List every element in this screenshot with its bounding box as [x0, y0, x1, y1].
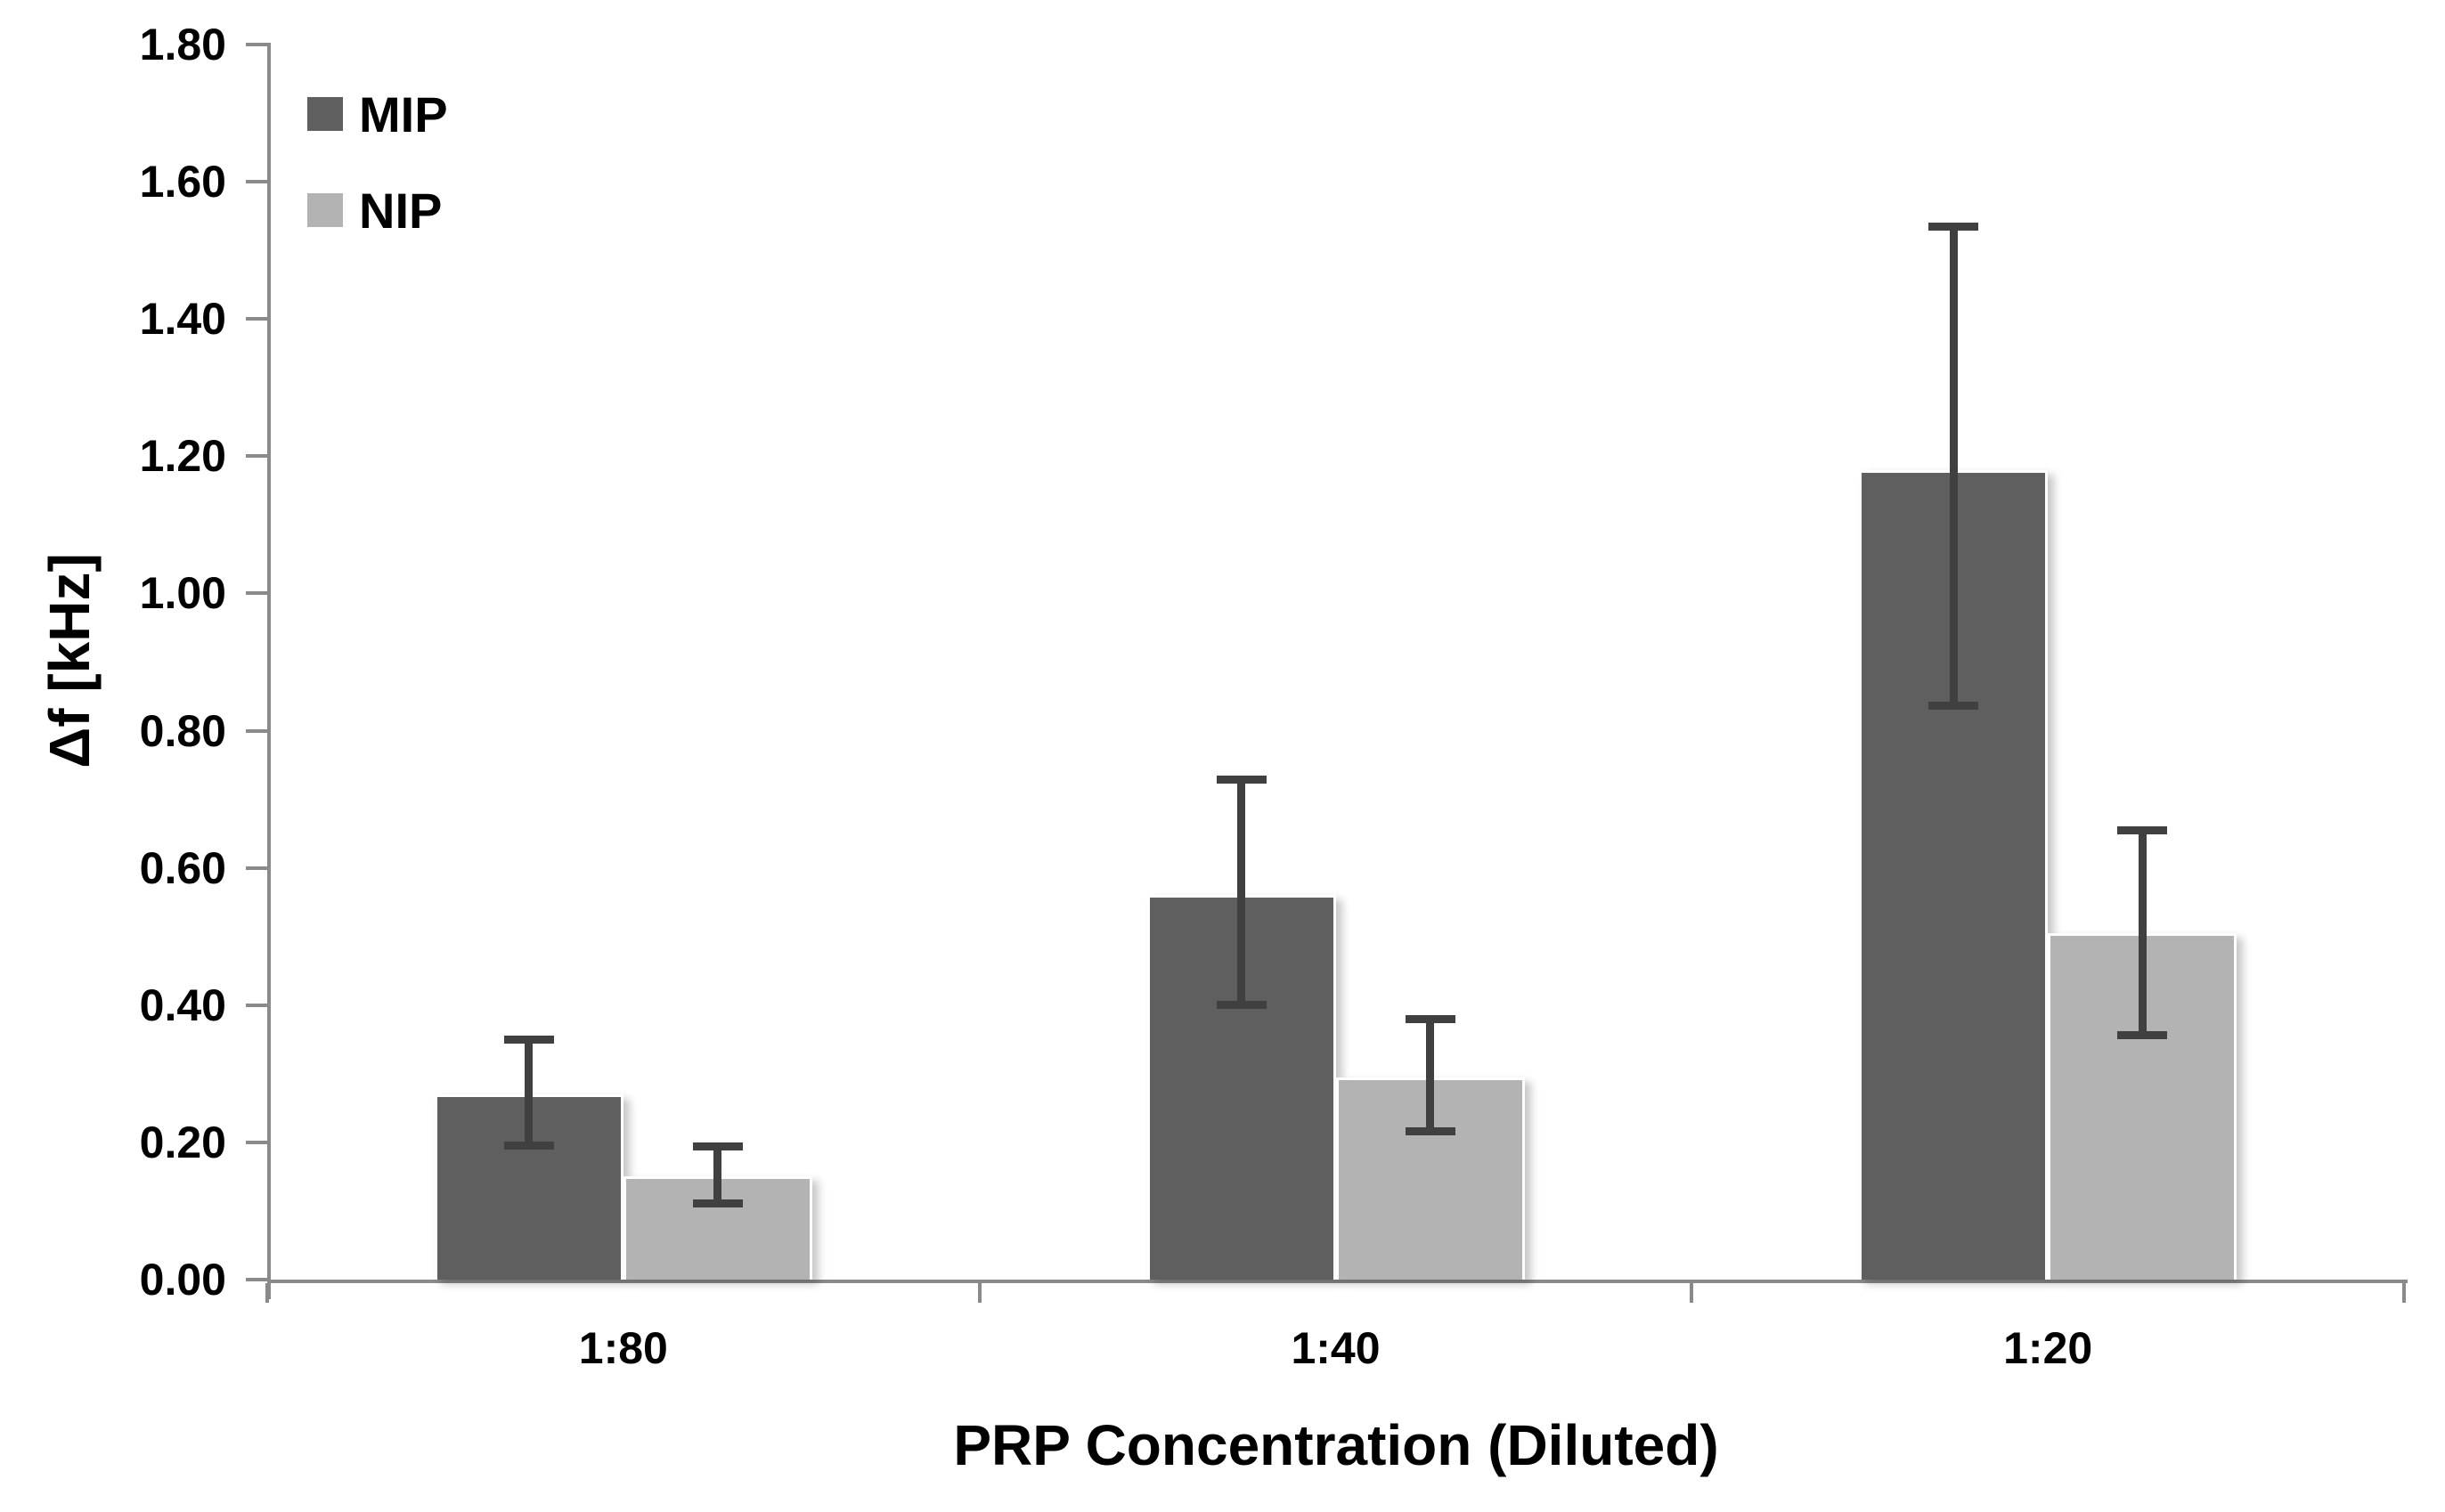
y-tick [246, 43, 267, 46]
mip-legend-swatch [307, 97, 343, 131]
error-bar-cap-bottom [2117, 1031, 2168, 1040]
error-bar-cap-top [503, 1036, 554, 1045]
error-bar-cap-bottom [1405, 1127, 1455, 1136]
legend: MIP NIP [307, 85, 448, 239]
x-category-label: 1:20 [2003, 1323, 2093, 1373]
x-tick [2402, 1283, 2406, 1303]
y-tick-label: 0.20 [139, 1117, 226, 1167]
error-bar-line [2138, 826, 2147, 1040]
error-bar-cap-top [1216, 775, 1267, 784]
legend-item-mip: MIP [307, 85, 448, 142]
error-bar-cap-bottom [503, 1141, 554, 1150]
y-tick [246, 454, 267, 459]
x-axis-title: PRP Concentration (Diluted) [953, 1413, 1719, 1477]
y-tick-label: 1.20 [139, 431, 226, 482]
x-category-label: 1:80 [578, 1323, 668, 1373]
error-bar-cap-top [692, 1142, 743, 1150]
y-tick-label: 0.80 [139, 705, 226, 756]
error-bar-mip [1928, 223, 1979, 711]
error-bar-cap-bottom [1216, 1000, 1267, 1009]
error-bar-cap-top [1928, 223, 1979, 232]
error-bar-mip [1216, 775, 1267, 1009]
error-bar-line [1237, 775, 1245, 1009]
y-tick-label: 1.60 [139, 157, 226, 207]
y-axis-line [267, 43, 271, 1299]
x-tick [265, 1283, 269, 1303]
y-tick [246, 180, 267, 184]
error-bar-line [1949, 223, 1958, 711]
error-bar-cap-top [1405, 1015, 1455, 1024]
nip-legend-label: NIP [359, 182, 443, 239]
error-bar-nip [1405, 1015, 1455, 1136]
x-axis-line [267, 1280, 2408, 1283]
y-tick [246, 317, 267, 321]
y-tick-label: 0.40 [139, 980, 226, 1030]
y-tick [246, 1003, 267, 1007]
y-tick-label: 1.40 [139, 294, 226, 345]
y-tick-label: 0.60 [139, 842, 226, 893]
error-bar-nip [692, 1142, 743, 1208]
error-bar-nip [2117, 826, 2168, 1040]
error-bar-cap-top [2117, 826, 2168, 835]
y-tick-label: 0.00 [139, 1255, 226, 1305]
x-tick [1690, 1283, 1694, 1303]
error-bar-cap-bottom [1928, 702, 1979, 711]
nip-legend-swatch [307, 193, 343, 227]
y-tick [246, 1140, 267, 1144]
mip-legend-label: MIP [359, 85, 448, 142]
error-bar-line [525, 1036, 534, 1150]
y-tick [246, 1278, 267, 1281]
x-category-label: 1:40 [1291, 1323, 1381, 1373]
y-tick-label: 1.80 [139, 20, 226, 69]
y-tick-label: 1.00 [139, 568, 226, 619]
legend-item-nip: NIP [307, 182, 448, 239]
y-tick [246, 866, 267, 870]
error-bar-mip [503, 1036, 554, 1150]
y-tick [246, 591, 267, 596]
error-bar-cap-bottom [692, 1199, 743, 1208]
y-tick [246, 728, 267, 733]
error-bar-line [1426, 1015, 1434, 1136]
error-bar-line [713, 1142, 722, 1208]
x-tick [977, 1283, 982, 1303]
